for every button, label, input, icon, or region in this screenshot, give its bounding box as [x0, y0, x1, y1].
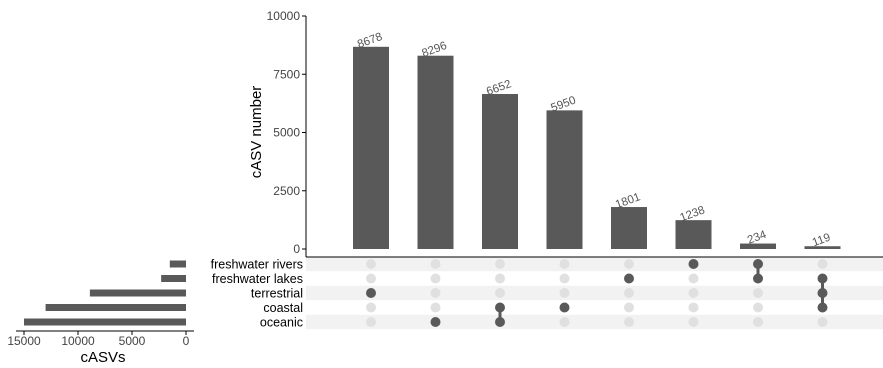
- matrix-dot-inactive: [430, 288, 441, 298]
- matrix-dot-inactive: [624, 259, 634, 269]
- set-label: freshwater rivers: [211, 258, 303, 272]
- set-label: oceanic: [260, 316, 303, 330]
- matrix-dot-inactive: [753, 317, 763, 327]
- matrix-dot-inactive: [688, 302, 699, 313]
- matrix-dot-inactive: [366, 259, 376, 269]
- intersection-y-axis: 0 2500 5000 7500 10000: [267, 9, 883, 258]
- matrix-dot-inactive: [430, 273, 441, 284]
- intersection-bar: [740, 243, 776, 249]
- matrix-dot-inactive: [366, 273, 376, 284]
- y-tick-label: 10000: [267, 9, 301, 23]
- matrix-dot-inactive: [430, 302, 441, 313]
- set-size-bar: [169, 260, 186, 268]
- matrix-stripe: [306, 314, 883, 330]
- set-axis-tick-label: 0: [183, 334, 190, 348]
- matrix-dot-inactive: [430, 259, 441, 269]
- matrix-dot-active: [817, 288, 828, 298]
- set-size-x-axis: 15000 10000 5000 0: [7, 330, 194, 348]
- matrix-dot-active: [559, 302, 570, 313]
- set-axis-tick-label: 15000: [7, 334, 41, 348]
- matrix-dot-active: [495, 317, 505, 327]
- matrix-dot-inactive: [817, 259, 828, 269]
- matrix-dot-inactive: [817, 317, 828, 327]
- set-axis-tick-label: 5000: [119, 334, 146, 348]
- intersection-bar: [417, 55, 454, 249]
- matrix-dot-inactive: [624, 317, 634, 327]
- y-tick-label: 2500: [273, 184, 300, 198]
- matrix-dot-inactive: [559, 259, 570, 269]
- matrix-dot-inactive: [688, 273, 699, 284]
- intersection-bars: [353, 46, 841, 250]
- matrix-dot-inactive: [688, 317, 699, 327]
- set-size-bar: [24, 318, 186, 326]
- matrix-dot-active: [688, 259, 699, 269]
- intersection-bar: [804, 246, 841, 249]
- matrix-dot-inactive: [753, 302, 763, 313]
- matrix-stripe: [306, 256, 883, 272]
- intersection-bar: [546, 110, 583, 250]
- set-axis-tick-label: 10000: [61, 334, 95, 348]
- matrix-dot-active: [495, 302, 505, 313]
- matrix-dot-active: [624, 273, 634, 284]
- y-tick-label: 5000: [273, 126, 300, 140]
- intersection-bar: [675, 220, 712, 249]
- matrix-dot-inactive: [495, 273, 505, 284]
- matrix-dot-active: [817, 273, 828, 284]
- set-size-bar: [161, 275, 186, 282]
- matrix-dot-inactive: [366, 302, 376, 313]
- matrix-dot-active: [430, 317, 441, 327]
- intersection-matrix: [366, 259, 828, 327]
- matrix-dot-inactive: [688, 288, 699, 298]
- y-axis-title: cASV number: [248, 86, 265, 179]
- matrix-stripe: [306, 285, 883, 301]
- matrix-background-stripes: [306, 256, 883, 330]
- matrix-dot-active: [817, 302, 828, 313]
- matrix-dot-inactive: [495, 259, 505, 269]
- set-size-bar: [89, 289, 186, 297]
- matrix-dot-inactive: [753, 288, 763, 298]
- matrix-dot-inactive: [624, 288, 634, 298]
- matrix-dot-inactive: [495, 288, 505, 298]
- matrix-dot-inactive: [366, 317, 376, 327]
- y-tick-label: 0: [293, 242, 300, 256]
- intersection-bar-label: 119: [811, 232, 832, 250]
- set-size-axis-title: cASVs: [80, 349, 125, 366]
- y-tick-label: 7500: [273, 67, 300, 81]
- intersection-bar: [611, 207, 647, 249]
- set-size-bars: [24, 260, 186, 326]
- matrix-dot-active: [753, 273, 763, 284]
- matrix-dot-active: [366, 288, 376, 298]
- intersection-bar: [353, 46, 389, 250]
- intersection-bar: [482, 94, 518, 250]
- matrix-dot-inactive: [559, 273, 570, 284]
- set-label: coastal: [263, 301, 303, 315]
- matrix-dot-active: [753, 259, 763, 269]
- set-size-bar: [45, 304, 186, 311]
- set-label: freshwater lakes: [212, 272, 303, 286]
- matrix-dot-inactive: [559, 288, 570, 298]
- set-label: terrestrial: [251, 287, 303, 301]
- matrix-dot-inactive: [624, 302, 634, 313]
- matrix-dot-inactive: [559, 317, 570, 327]
